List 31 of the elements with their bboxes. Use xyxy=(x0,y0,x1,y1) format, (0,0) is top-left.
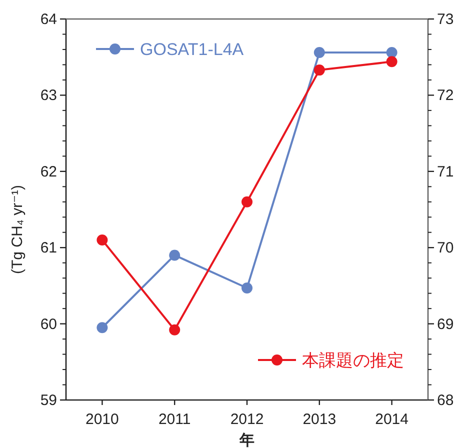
point xyxy=(242,196,252,208)
y-axis-title: (Tg CH₄ yr⁻¹) xyxy=(9,184,26,274)
point xyxy=(96,234,108,246)
y-tick-label: 60 xyxy=(40,316,57,333)
x-tick-label: 2010 xyxy=(86,411,119,428)
point xyxy=(314,47,325,58)
y2-tick-label: 68 xyxy=(437,392,454,409)
y2-tick-label: 72 xyxy=(437,87,454,104)
point xyxy=(96,322,108,334)
y2-tick-label: 70 xyxy=(437,240,454,257)
y-tick-label: 62 xyxy=(40,163,57,180)
legend-label: 本課題の推定 xyxy=(302,351,404,370)
x-tick-label: 2013 xyxy=(302,411,336,428)
point xyxy=(242,282,252,294)
x-axis-title: 年 xyxy=(238,432,254,448)
point xyxy=(386,56,398,68)
y2-tick-label: 69 xyxy=(437,316,454,333)
point xyxy=(169,250,180,261)
point xyxy=(314,64,325,76)
point xyxy=(169,324,180,336)
x-tick-label: 2014 xyxy=(375,411,408,428)
y2-tick-label: 73 xyxy=(437,11,454,28)
point xyxy=(386,47,398,58)
x-tick-label: 2011 xyxy=(158,411,191,428)
y-tick-label: 63 xyxy=(40,87,57,104)
x-tick-label: 2012 xyxy=(230,411,264,428)
y-tick-label: 61 xyxy=(40,240,57,257)
y-tick-label: 59 xyxy=(40,392,57,409)
legend-label: GOSAT1-L4A xyxy=(140,40,244,59)
y-tick-label: 64 xyxy=(40,11,57,28)
y2-tick-label: 71 xyxy=(437,163,454,180)
